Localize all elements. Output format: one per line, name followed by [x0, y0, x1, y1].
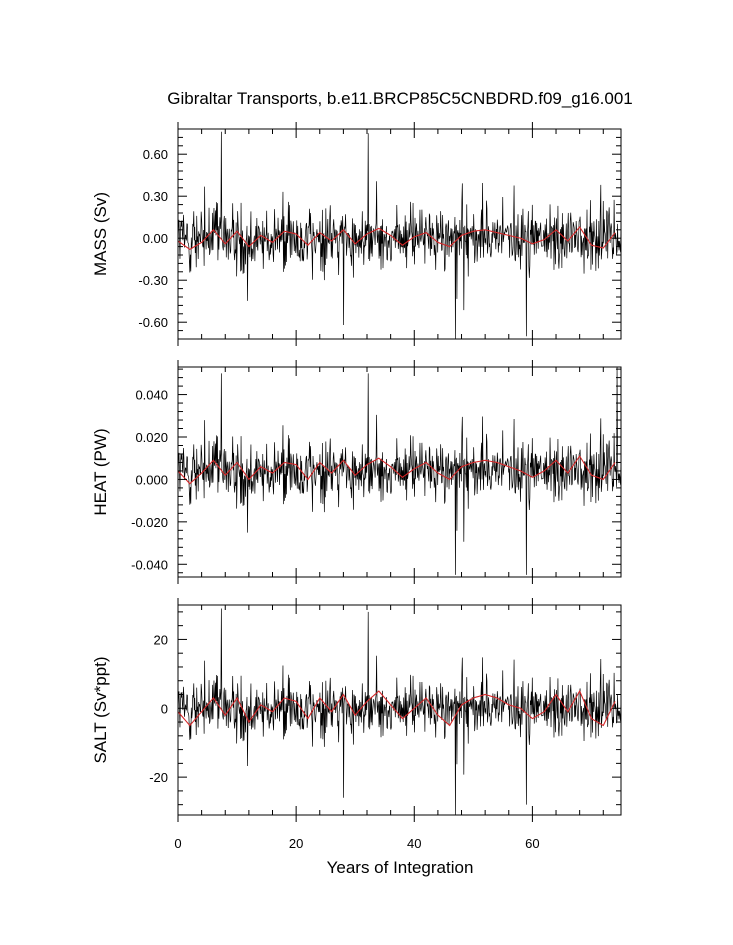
panel-2: 0.040 0.020 0.000 -0.020 -0.040 HEAT (PW) [91, 360, 622, 584]
y-tick-label: 0.020 [135, 430, 168, 445]
plot-frame [177, 128, 622, 340]
monthly-series-line [178, 131, 621, 339]
y-tick-label: -20 [149, 770, 168, 785]
y-tick-label: 0.000 [135, 472, 168, 487]
chart-title: Gibraltar Transports, b.e11.BRCP85C5CNBD… [167, 89, 633, 108]
annual-mean-series-line [178, 455, 616, 485]
y-tick-label: -0.040 [131, 557, 168, 572]
x-tick-label: 40 [407, 836, 421, 851]
x-tick-label: 0 [174, 836, 181, 851]
y-axis-label: MASS (Sv) [91, 192, 110, 276]
panel-3: 20 0 -20 0 20 40 60 SALT (Sv*ppt) [91, 598, 622, 851]
y-tick-label: 0.040 [135, 388, 168, 403]
y-tick-label: -0.020 [131, 515, 168, 530]
x-tick-label: 60 [525, 836, 539, 851]
plot-frame [177, 366, 622, 578]
y-axis-label: SALT (Sv*ppt) [91, 656, 110, 763]
y-tick-label: -0.30 [138, 273, 168, 288]
y-tick-label: 0.30 [143, 189, 168, 204]
monthly-series-line [178, 608, 621, 815]
plot-frame [177, 604, 622, 816]
x-tick-label: 20 [289, 836, 303, 851]
panel-1: 0.60 0.30 0.00 -0.30 -0.60 MASS (Sv) [91, 122, 622, 346]
y-tick-label: -0.60 [138, 315, 168, 330]
y-tick-label: 0.00 [143, 231, 168, 246]
y-axis-label: HEAT (PW) [91, 428, 110, 515]
annual-mean-series-line [178, 226, 616, 251]
y-tick-label: 0 [161, 701, 168, 716]
panels: 0.60 0.30 0.00 -0.30 -0.60 MASS (Sv) 0.040 0.02… [91, 122, 622, 851]
annual-mean-series-line [178, 689, 616, 727]
x-axis-label: Years of Integration [327, 858, 474, 877]
y-tick-label: 20 [154, 632, 168, 647]
monthly-series-line [178, 367, 621, 575]
y-tick-label: 0.60 [143, 147, 168, 162]
